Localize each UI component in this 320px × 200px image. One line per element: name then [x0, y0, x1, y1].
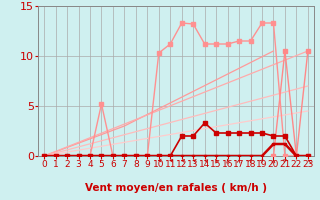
- X-axis label: Vent moyen/en rafales ( km/h ): Vent moyen/en rafales ( km/h ): [85, 183, 267, 193]
